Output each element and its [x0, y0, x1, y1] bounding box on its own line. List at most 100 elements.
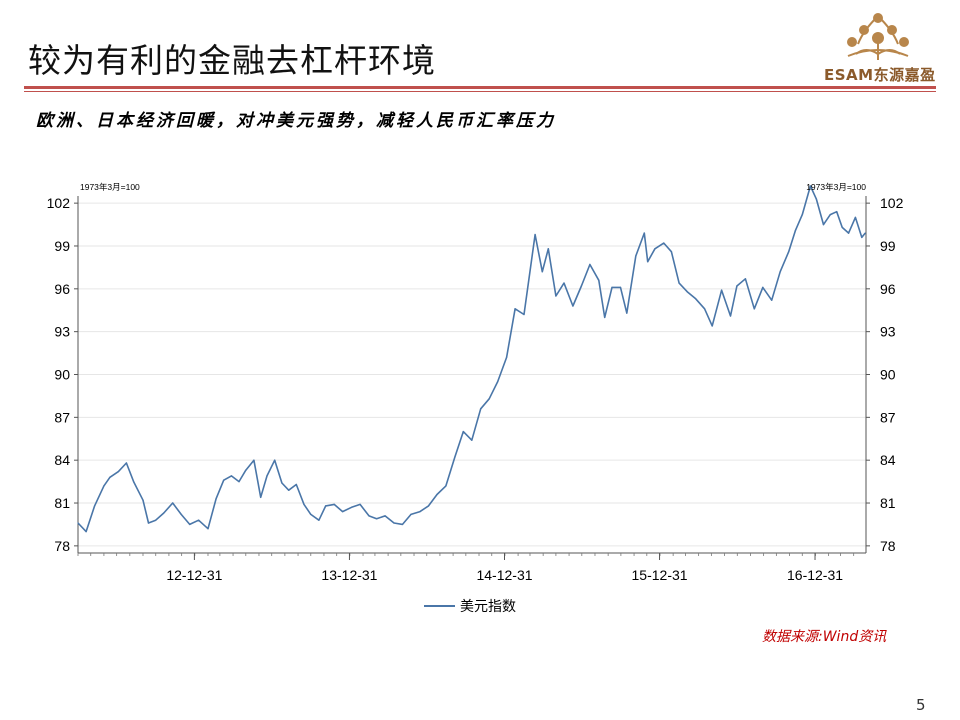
data-point	[547, 248, 549, 250]
data-point	[809, 185, 812, 187]
y-tick-label-right: 93	[880, 324, 896, 340]
y-tick-label-left: 87	[54, 409, 70, 425]
data-point	[77, 522, 79, 524]
logo-text: ESAM东源嘉盈	[824, 66, 936, 84]
data-point	[619, 286, 622, 288]
data-point	[172, 502, 174, 504]
y-tick-label-left: 93	[54, 324, 70, 340]
data-point	[359, 503, 361, 505]
x-tick-label: 15-12-31	[632, 567, 688, 583]
data-point	[580, 285, 583, 287]
data-point	[318, 519, 320, 521]
data-point	[864, 232, 866, 234]
data-point	[744, 278, 747, 280]
data-point	[376, 518, 378, 520]
y-tick-label-right: 87	[880, 409, 896, 425]
left-unit-label: 1973年3月=100	[80, 182, 140, 192]
data-point	[704, 308, 706, 310]
data-point	[245, 469, 247, 471]
data-point	[454, 456, 456, 458]
series-line-dollar-index	[77, 185, 866, 533]
data-point	[419, 511, 421, 513]
y-tick-label-left: 102	[47, 195, 71, 211]
data-point	[223, 479, 225, 481]
data-point	[117, 471, 119, 473]
data-point	[523, 313, 525, 316]
data-point	[215, 498, 217, 500]
x-tick-label: 16-12-31	[787, 567, 843, 583]
data-point	[678, 282, 680, 284]
data-point	[514, 308, 516, 310]
data-point	[611, 286, 613, 288]
data-point	[541, 271, 543, 273]
data-point	[841, 226, 843, 228]
data-point	[325, 505, 327, 507]
data-point	[85, 531, 87, 533]
data-source-note: 数据来源:Wind资讯	[762, 629, 887, 645]
data-point	[295, 483, 297, 486]
data-point	[815, 198, 817, 200]
data-point	[133, 481, 135, 483]
y-tick-label-left: 96	[54, 281, 70, 297]
data-point	[801, 214, 803, 216]
axes	[74, 196, 870, 560]
y-tick-label-right: 84	[880, 452, 896, 468]
legend: 美元指数	[424, 599, 516, 615]
data-point	[333, 503, 335, 505]
data-point	[303, 503, 305, 505]
data-point	[410, 513, 412, 516]
y-tick-label-right: 81	[880, 495, 896, 511]
data-point	[480, 408, 482, 410]
slide-subtitle: 欧洲、日本经济回暖，对冲美元强势，减轻人民币汇率压力	[36, 111, 556, 131]
data-point	[572, 305, 574, 307]
data-point	[427, 505, 430, 507]
series-layer	[77, 185, 866, 533]
data-point	[288, 489, 290, 491]
y-tick-label-right: 96	[880, 281, 896, 297]
header-divider-thin	[24, 91, 936, 92]
data-point	[736, 285, 738, 287]
right-unit-label: 1973年3月=100	[806, 182, 866, 192]
data-point	[445, 485, 447, 487]
y-tick-label-left: 99	[54, 238, 70, 254]
data-point	[563, 282, 565, 284]
data-point	[753, 308, 755, 310]
data-point	[506, 356, 508, 358]
data-point	[260, 496, 262, 498]
y-tick-label-right: 102	[880, 195, 904, 211]
data-point	[147, 522, 150, 524]
company-logo-icon	[847, 13, 909, 60]
x-tick-label: 13-12-31	[321, 567, 377, 583]
data-point	[471, 439, 473, 441]
data-point	[534, 234, 536, 236]
data-point	[589, 263, 591, 266]
header-divider-thick	[24, 86, 936, 89]
data-point	[626, 312, 628, 314]
legend-label: 美元指数	[460, 599, 516, 615]
data-point	[654, 248, 656, 250]
y-tick-label-left: 90	[54, 367, 70, 383]
data-point	[848, 232, 850, 234]
y-tick-label-left: 78	[54, 538, 70, 554]
data-point	[310, 513, 312, 516]
data-point	[604, 316, 606, 318]
data-point	[721, 289, 723, 291]
data-point	[180, 513, 182, 516]
data-point	[643, 232, 645, 234]
data-point	[207, 528, 209, 530]
data-point	[103, 485, 105, 487]
x-tick-label: 14-12-31	[476, 567, 532, 583]
data-point	[497, 381, 499, 383]
grid-lines	[78, 202, 866, 547]
data-point	[779, 271, 781, 273]
data-point	[695, 298, 697, 300]
data-point	[109, 476, 111, 478]
data-point	[94, 505, 96, 507]
data-point	[368, 515, 370, 517]
data-point	[663, 242, 665, 244]
data-point	[488, 398, 490, 400]
data-point	[281, 482, 283, 484]
y-tick-label-left: 84	[54, 452, 70, 468]
data-point	[238, 481, 240, 483]
